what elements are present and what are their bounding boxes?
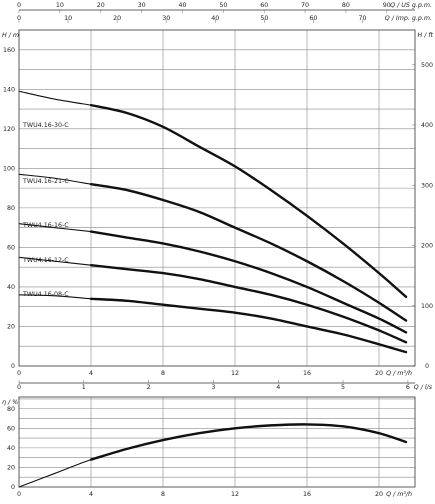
head-curve-TWU4.16-16-C bbox=[89, 230, 408, 334]
efficiency-curve bbox=[89, 423, 408, 461]
series-label-TWU4.16-30-C: TWU4.16-30-C bbox=[22, 122, 69, 129]
head-m-tick-label: 40 bbox=[7, 284, 15, 291]
series-label-TWU4.16-08-C: TWU4.16-08-C bbox=[22, 291, 69, 298]
head-m-tick-label: 160 bbox=[3, 47, 15, 54]
head-curve-shutoff-TWU4.16-16-C bbox=[18, 223, 92, 233]
head-m-tick-label: 60 bbox=[7, 245, 15, 252]
eff-flow-tick-label: 0 bbox=[17, 491, 21, 498]
imp-gpm-tick-label: 10 bbox=[64, 15, 72, 22]
gridlines bbox=[18, 10, 415, 487]
l-per-s-tick-label: 4 bbox=[276, 384, 280, 391]
head-curve-shutoff-TWU4.16-08-C bbox=[18, 294, 92, 300]
head-curve-TWU4.16-30-C bbox=[89, 103, 408, 299]
series-label-TWU4.16-21-C: TWU4.16-21-C bbox=[22, 178, 69, 185]
eff-flow-tick-label: 16 bbox=[303, 491, 311, 498]
imp-gpm-tick-label: 0 bbox=[17, 15, 21, 22]
l-per-s-tick-label: 2 bbox=[147, 384, 151, 391]
l-per-s-axis-label: Q / l/s bbox=[414, 384, 433, 391]
us-gpm-axis-label: Q / US g.p.m. bbox=[390, 2, 432, 9]
head-ft-tick-label: 500 bbox=[421, 62, 433, 69]
imp-gpm-axis-label: Q / Imp. g.p.m. bbox=[385, 15, 432, 22]
flow-m3h-axis-label: Q / m³/h bbox=[386, 370, 412, 377]
flow-m3h-tick-label: 12 bbox=[231, 370, 239, 377]
head-ft-tick-label: 0 bbox=[425, 363, 429, 370]
eff-tick-label: 20 bbox=[7, 465, 15, 472]
us-gpm-tick-label: 80 bbox=[342, 2, 350, 9]
us-gpm-tick-label: 40 bbox=[178, 2, 186, 9]
imp-gpm-tick-label: 50 bbox=[260, 15, 268, 22]
efficiency-plot-frame bbox=[18, 396, 416, 488]
head-m-tick-label: 80 bbox=[7, 205, 15, 212]
l-per-s-tick-label: 0 bbox=[17, 384, 21, 391]
head-curve-TWU4.16-12-C bbox=[89, 264, 408, 344]
us-gpm-tick-label: 30 bbox=[138, 2, 146, 9]
flow-m3h-tick-label: 16 bbox=[303, 370, 311, 377]
head-curve-TWU4.16-08-C bbox=[89, 297, 408, 354]
eff-flow-tick-label: 20 bbox=[375, 491, 383, 498]
l-per-s-tick-label: 6 bbox=[406, 384, 410, 391]
head-curve-shutoff-TWU4.16-12-C bbox=[18, 256, 92, 266]
flow-m3h-tick-label: 4 bbox=[89, 370, 93, 377]
imp-gpm-tick-label: 20 bbox=[113, 15, 121, 22]
head-m-tick-label: 20 bbox=[7, 324, 15, 331]
us-gpm-tick-label: 20 bbox=[97, 2, 105, 9]
imp-gpm-tick-label: 30 bbox=[162, 15, 170, 22]
series-lines bbox=[18, 90, 408, 488]
flow-m3h-tick-label: 0 bbox=[17, 370, 21, 377]
l-per-s-tick-label: 1 bbox=[82, 384, 86, 391]
eff-tick-label: 60 bbox=[7, 426, 15, 433]
head-m-tick-label: 140 bbox=[3, 86, 15, 93]
flow-m3h-tick-label: 8 bbox=[161, 370, 165, 377]
head-ft-tick-label: 200 bbox=[421, 243, 433, 250]
us-gpm-tick-label: 60 bbox=[260, 2, 268, 9]
head-m-axis-label: H / m bbox=[2, 32, 19, 39]
eff-flow-tick-label: 4 bbox=[89, 491, 93, 498]
eff-tick-label: 40 bbox=[7, 445, 15, 452]
eff-flow-axis-label: Q / m³/h bbox=[386, 491, 412, 498]
head-m-tick-label: 120 bbox=[3, 126, 15, 133]
eff-axis-label: η / % bbox=[2, 399, 18, 406]
l-per-s-tick-label: 3 bbox=[211, 384, 215, 391]
imp-gpm-tick-label: 40 bbox=[211, 15, 219, 22]
head-ft-tick-label: 300 bbox=[421, 182, 433, 189]
eff-tick-label: 0 bbox=[11, 484, 15, 491]
head-curve-shutoff-TWU4.16-30-C bbox=[18, 90, 92, 106]
imp-gpm-tick-label: 70 bbox=[358, 15, 366, 22]
flow-m3h-tick-label: 20 bbox=[375, 370, 383, 377]
head-m-tick-label: 100 bbox=[3, 166, 15, 173]
head-plot-frame bbox=[18, 29, 416, 367]
imp-gpm-tick-label: 60 bbox=[309, 15, 317, 22]
us-gpm-tick-label: 50 bbox=[219, 2, 227, 9]
head-curve-shutoff-TWU4.16-21-C bbox=[18, 173, 92, 185]
head-ft-tick-label: 400 bbox=[421, 122, 433, 129]
tick-labels: 0 10 20 30 40 50 60 70 80 90 Q / US g.p.m.0 10 20 30 4… bbox=[2, 2, 434, 498]
head-curve-TWU4.16-21-C bbox=[89, 182, 408, 322]
head-ft-axis-label: H / ft bbox=[417, 31, 433, 39]
head-m-tick-label: 0 bbox=[11, 363, 15, 370]
eff-flow-tick-label: 12 bbox=[231, 491, 239, 498]
eff-flow-tick-label: 8 bbox=[161, 491, 165, 498]
us-gpm-tick-label: 10 bbox=[56, 2, 64, 9]
series-label-TWU4.16-16-C: TWU4.16-16-C bbox=[22, 222, 69, 229]
us-gpm-tick-label: 90 bbox=[383, 2, 391, 9]
us-gpm-tick-label: 0 bbox=[17, 2, 21, 9]
eff-tick-label: 80 bbox=[7, 406, 15, 413]
head-ft-tick-label: 100 bbox=[421, 303, 433, 310]
us-gpm-tick-label: 70 bbox=[301, 2, 309, 9]
l-per-s-tick-label: 5 bbox=[341, 384, 345, 391]
